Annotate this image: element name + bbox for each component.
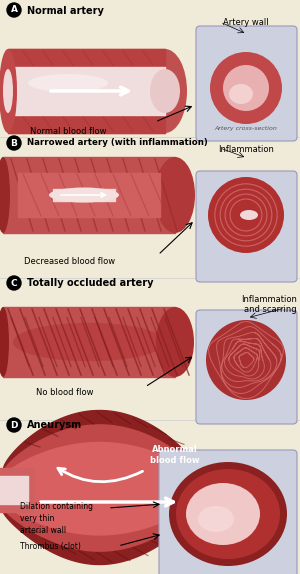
Text: Artery cross-section: Artery cross-section — [214, 126, 278, 131]
Text: Inflammation: Inflammation — [241, 295, 297, 304]
Text: Dilation containing
very thin
arterial wall: Dilation containing very thin arterial w… — [20, 502, 93, 534]
FancyBboxPatch shape — [196, 171, 297, 282]
Text: C: C — [11, 278, 17, 288]
Text: Artery wall: Artery wall — [223, 18, 269, 27]
Ellipse shape — [155, 157, 195, 233]
FancyBboxPatch shape — [159, 450, 297, 574]
Circle shape — [7, 136, 21, 150]
Text: Inflammation: Inflammation — [218, 145, 274, 154]
Text: B: B — [11, 138, 17, 148]
Circle shape — [7, 3, 21, 17]
Ellipse shape — [150, 69, 180, 113]
Ellipse shape — [223, 65, 269, 111]
Ellipse shape — [176, 469, 280, 559]
Ellipse shape — [156, 307, 194, 377]
Ellipse shape — [229, 84, 253, 104]
Text: Thrombus (clot): Thrombus (clot) — [20, 541, 81, 550]
Ellipse shape — [169, 462, 287, 566]
Circle shape — [7, 276, 21, 290]
Text: D: D — [10, 421, 18, 429]
Ellipse shape — [210, 52, 282, 124]
Ellipse shape — [0, 157, 10, 233]
Ellipse shape — [143, 49, 187, 133]
Ellipse shape — [208, 177, 284, 253]
Ellipse shape — [186, 483, 260, 545]
Ellipse shape — [3, 69, 13, 113]
Text: A: A — [11, 6, 17, 14]
Text: Decreased blood flow: Decreased blood flow — [24, 257, 116, 266]
Text: No blood flow: No blood flow — [36, 388, 94, 397]
Text: Abnormal
blood flow: Abnormal blood flow — [150, 445, 200, 465]
Text: Totally occluded artery: Totally occluded artery — [27, 278, 154, 288]
Ellipse shape — [198, 506, 234, 532]
Text: Normal artery: Normal artery — [27, 6, 104, 16]
Ellipse shape — [28, 74, 108, 92]
Ellipse shape — [240, 210, 258, 220]
Text: and scarring: and scarring — [244, 305, 297, 314]
Text: Normal blood flow: Normal blood flow — [30, 127, 106, 136]
Text: Narrowed artery (with inflammation): Narrowed artery (with inflammation) — [27, 138, 208, 147]
Ellipse shape — [0, 307, 9, 377]
Ellipse shape — [0, 49, 17, 133]
Text: Aneurysm: Aneurysm — [27, 420, 82, 430]
Ellipse shape — [13, 323, 165, 361]
Ellipse shape — [49, 188, 119, 203]
FancyBboxPatch shape — [196, 26, 297, 141]
FancyBboxPatch shape — [196, 310, 297, 424]
Ellipse shape — [206, 320, 286, 400]
Circle shape — [7, 418, 21, 432]
